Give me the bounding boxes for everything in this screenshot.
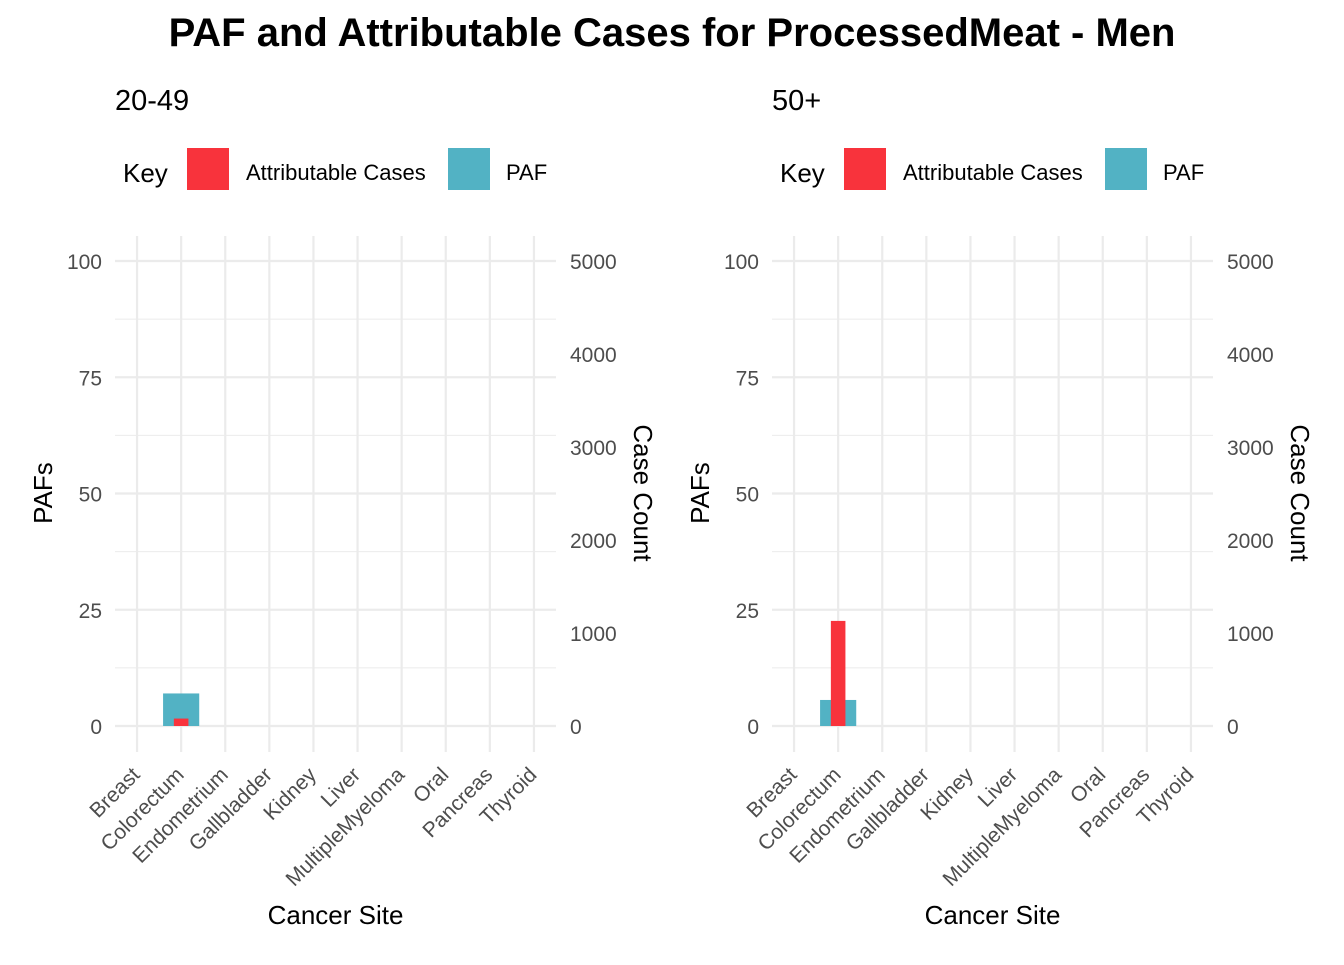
- y-tick-label: 50: [79, 484, 102, 507]
- chart-panel-2: 50+Key Attributable Cases PAF0255075100010…: [685, 85, 1315, 930]
- y-tick-label: 75: [736, 367, 759, 390]
- legend-key-attributable-cases: [187, 148, 229, 190]
- legend-label-attributable-cases: Attributable Cases: [246, 160, 426, 185]
- x-axis-title: Cancer Site: [268, 900, 404, 930]
- y2-tick-label: 0: [570, 716, 582, 739]
- figure-title: PAF and Attributable Cases for Processed…: [169, 11, 1176, 55]
- y-tick-label: 75: [79, 367, 102, 390]
- bar-attributable-cases-colorectum: [830, 620, 846, 726]
- y-tick-label: 50: [736, 484, 759, 507]
- x-axis-title: Cancer Site: [925, 900, 1061, 930]
- y2-axis-title: Case Count: [628, 424, 658, 562]
- panel-title: 20-49: [115, 85, 189, 117]
- y-axis-title: PAFs: [685, 462, 715, 524]
- y2-tick-label: 5000: [1227, 251, 1274, 274]
- y2-tick-label: 3000: [570, 437, 617, 460]
- y2-tick-label: 4000: [1227, 344, 1274, 367]
- legend-label-paf: PAF: [506, 160, 547, 185]
- y2-axis-title: Case Count: [1285, 424, 1315, 562]
- legend-key-paf: [448, 148, 490, 190]
- legend-title: Key: [780, 158, 825, 188]
- y-axis-title: PAFs: [28, 462, 58, 524]
- y2-tick-label: 4000: [570, 344, 617, 367]
- y-tick-label: 0: [747, 716, 759, 739]
- y2-tick-label: 1000: [570, 623, 617, 646]
- y-tick-label: 25: [736, 600, 759, 623]
- y2-tick-label: 2000: [570, 530, 617, 553]
- bar-attributable-cases-colorectum: [173, 718, 189, 726]
- y-tick-label: 100: [67, 251, 102, 274]
- legend-label-attributable-cases: Attributable Cases: [903, 160, 1083, 185]
- legend-key-attributable-cases: [844, 148, 886, 190]
- y2-tick-label: 1000: [1227, 623, 1274, 646]
- panel-title: 50+: [772, 85, 821, 117]
- legend-label-paf: PAF: [1163, 160, 1204, 185]
- y-tick-label: 25: [79, 600, 102, 623]
- y-tick-label: 100: [724, 251, 759, 274]
- legend-key-paf: [1105, 148, 1147, 190]
- y2-tick-label: 0: [1227, 716, 1239, 739]
- y-tick-label: 0: [90, 716, 102, 739]
- legend-title: Key: [123, 158, 168, 188]
- y2-tick-label: 2000: [1227, 530, 1274, 553]
- y2-tick-label: 5000: [570, 251, 617, 274]
- y2-tick-label: 3000: [1227, 437, 1274, 460]
